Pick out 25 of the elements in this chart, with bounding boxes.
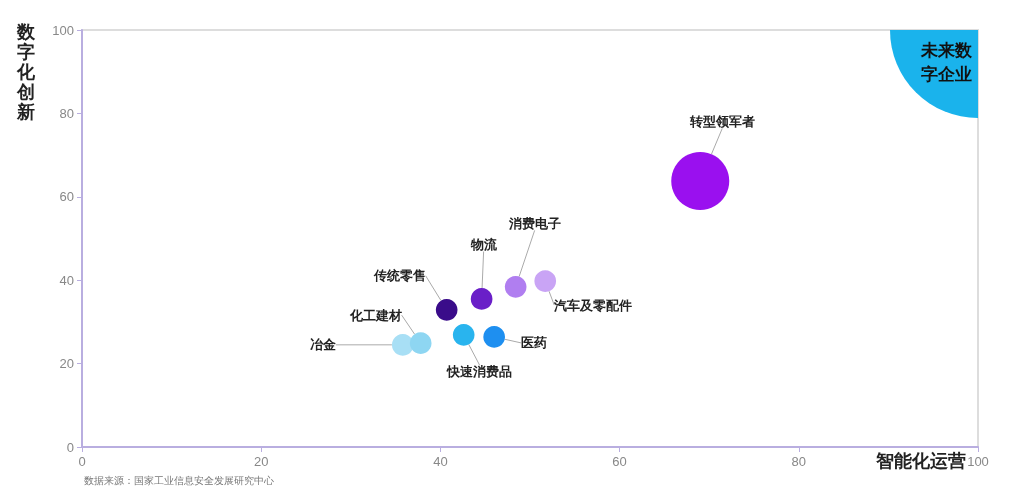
- text: 冶金: [309, 337, 337, 353]
- series-label: 医药: [521, 335, 548, 351]
- x-tick-label: 80: [791, 454, 807, 469]
- x-tick-label: 20: [253, 454, 269, 469]
- y-tick-label: 40: [59, 272, 74, 288]
- series-label: 快速消费品: [446, 364, 513, 380]
- series-label: 汽车及零配件: [553, 297, 633, 313]
- y-tick-label: 100: [52, 22, 74, 38]
- series-label: 传统零售: [372, 268, 426, 284]
- y-tick-label: 0: [66, 439, 74, 455]
- series-label: 化工建材: [348, 307, 402, 323]
- series-label: 转型领军者: [688, 114, 755, 130]
- source-note: 数据来源：国家工业信息安全发展研究中心: [84, 474, 274, 488]
- y-tick-label: 80: [59, 105, 74, 121]
- annotation: 未来数字企业: [920, 39, 972, 86]
- x-tick-label: 0: [78, 454, 86, 469]
- x-tick-label: 100: [967, 454, 989, 469]
- text: 消费电子: [507, 216, 561, 232]
- x-axis-title: 智能化运营: [876, 449, 966, 473]
- y-tick-label: 60: [59, 189, 74, 205]
- x-tick-label: 60: [612, 454, 627, 469]
- y-tick-label: 20: [59, 356, 74, 372]
- y-axis-title: 数字化创新: [16, 21, 36, 122]
- x-tick-label: 40: [433, 454, 448, 469]
- text: 物流: [469, 237, 498, 253]
